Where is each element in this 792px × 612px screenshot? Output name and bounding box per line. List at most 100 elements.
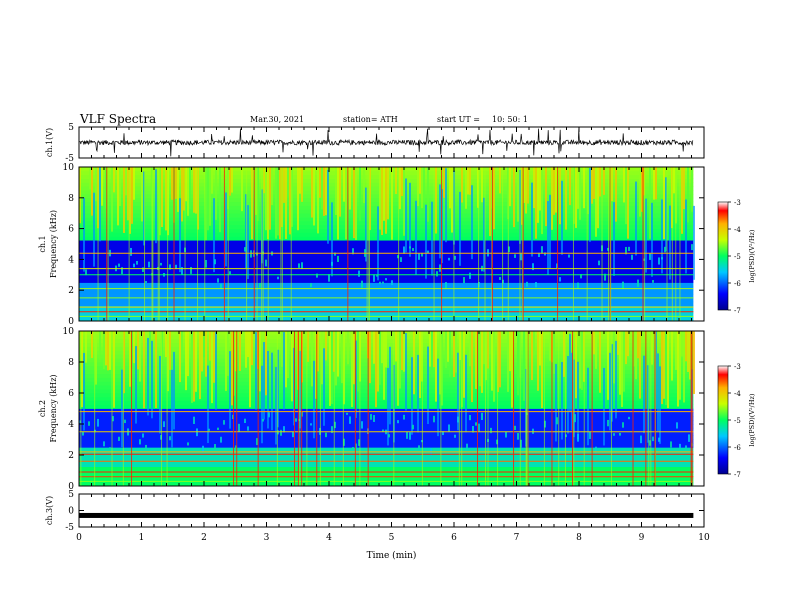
noise-burst: [435, 167, 437, 234]
x-tick-label: 2: [201, 533, 207, 543]
noise-burst: [547, 201, 549, 275]
noise-burst: [351, 331, 353, 407]
noise-burst: [181, 331, 183, 363]
speckle: [685, 445, 687, 448]
noise-burst: [251, 167, 253, 240]
noise-burst: [623, 167, 625, 203]
y-tick-label: 6: [68, 225, 74, 235]
noise-burst: [185, 331, 187, 391]
colorbar-tick-label: -3: [734, 199, 741, 207]
noise-burst: [111, 167, 113, 232]
x-tick-label: 5: [389, 533, 395, 543]
noise-burst: [171, 369, 173, 448]
noise-burst: [603, 167, 605, 195]
speckle: [448, 424, 450, 432]
speckle: [316, 273, 318, 278]
noise-burst: [229, 167, 231, 196]
speckle: [205, 259, 207, 268]
noise-burst: [643, 167, 645, 196]
noise-burst: [93, 192, 95, 267]
noise-burst: [469, 167, 471, 195]
noise-burst: [477, 167, 479, 208]
noise-burst: [635, 331, 637, 380]
noise-burst: [247, 331, 249, 358]
noise-burst: [389, 346, 391, 425]
noise-burst: [469, 331, 471, 367]
noise-burst: [123, 167, 125, 233]
noise-burst: [375, 331, 377, 408]
speckle: [619, 432, 621, 436]
noise-burst: [373, 331, 375, 364]
spectrogram-row: [79, 385, 694, 390]
noise-burst: [107, 331, 109, 371]
noise-burst: [471, 185, 473, 260]
noise-burst: [323, 167, 325, 216]
noise-burst: [659, 366, 661, 444]
speckle: [334, 421, 336, 429]
spectrogram-row: [79, 247, 694, 253]
speckle: [382, 281, 384, 284]
noise-burst: [397, 331, 399, 406]
noise-burst: [527, 167, 529, 204]
speckle: [517, 433, 519, 440]
noise-burst: [635, 181, 637, 256]
y-tick-label: 0: [68, 507, 74, 517]
noise-burst: [285, 331, 287, 388]
y-tick-label: 5: [68, 490, 74, 500]
noise-burst: [289, 167, 291, 235]
noise-burst: [383, 331, 385, 400]
x-tick-label: 0: [76, 533, 82, 543]
noise-burst: [391, 167, 393, 240]
noise-burst: [537, 167, 539, 223]
speckle: [649, 253, 651, 260]
speckle: [229, 447, 231, 455]
noise-burst: [355, 167, 357, 240]
speckle: [532, 263, 534, 271]
speckle: [121, 267, 123, 274]
noise-burst: [297, 167, 299, 231]
spectrogram-row: [79, 290, 694, 295]
noise-burst: [275, 366, 277, 445]
noise-burst: [403, 167, 405, 236]
noise-burst: [691, 167, 693, 212]
noise-burst: [681, 167, 683, 234]
noise-burst: [597, 167, 599, 229]
speckle: [295, 418, 297, 422]
noise-burst: [661, 331, 663, 405]
noise-burst: [525, 167, 527, 214]
noise-burst: [139, 331, 141, 382]
noise-burst: [683, 331, 685, 403]
noise-burst: [579, 331, 581, 389]
speckle: [436, 271, 438, 277]
noise-burst: [533, 331, 535, 356]
noise-burst: [339, 167, 341, 217]
speckle: [220, 283, 222, 289]
noise-burst: [613, 331, 615, 384]
noise-burst: [549, 331, 551, 361]
noise-burst: [335, 167, 337, 215]
noise-burst: [607, 331, 609, 400]
speckle: [442, 431, 444, 436]
noise-burst: [645, 198, 647, 273]
y-tick-label: 10: [63, 327, 75, 337]
speckle: [373, 415, 375, 422]
noise-burst: [653, 167, 655, 200]
noise-burst: [483, 197, 485, 272]
speckle: [538, 252, 540, 258]
colorbar-tick-label: -5: [734, 417, 741, 425]
colorbar-tick-label: -7: [734, 471, 741, 479]
noise-burst: [401, 167, 403, 197]
noise-burst: [315, 331, 317, 399]
speckle: [391, 280, 393, 286]
noise-burst: [347, 331, 349, 365]
noise-burst: [341, 331, 343, 384]
noise-burst: [523, 167, 525, 204]
noise-burst: [385, 167, 387, 234]
speckle: [349, 416, 351, 424]
noise-burst: [83, 352, 85, 431]
noise-burst: [431, 201, 433, 276]
speckle: [463, 277, 465, 283]
noise-burst: [523, 331, 525, 401]
y-tick-label: 6: [68, 389, 74, 399]
noise-burst: [611, 344, 613, 422]
